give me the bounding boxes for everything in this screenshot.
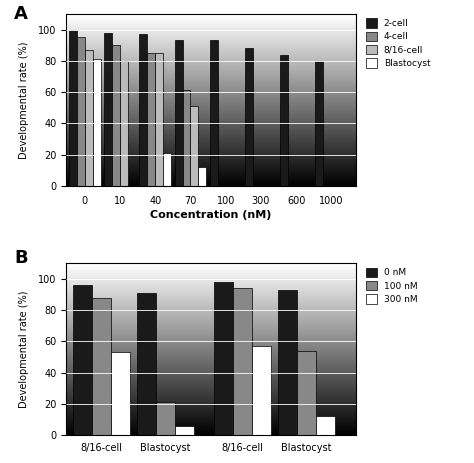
Y-axis label: Developmental rate (%): Developmental rate (%)	[19, 41, 29, 159]
Bar	[316, 416, 335, 435]
Legend: 0 nM, 100 nM, 300 nM: 0 nM, 100 nM, 300 nM	[366, 268, 418, 304]
Bar	[92, 298, 111, 435]
Bar	[104, 33, 112, 186]
Bar	[280, 55, 288, 186]
Bar	[182, 90, 191, 186]
Bar	[137, 293, 156, 435]
Bar	[85, 50, 93, 186]
Bar	[210, 40, 218, 186]
Bar	[163, 153, 171, 186]
Bar	[139, 34, 147, 186]
Bar	[297, 351, 316, 435]
Bar	[112, 45, 120, 186]
Bar	[191, 106, 199, 186]
Bar	[155, 53, 163, 186]
X-axis label: Concentration (nM): Concentration (nM)	[150, 210, 272, 220]
Bar	[111, 352, 130, 435]
Text: B: B	[14, 250, 28, 268]
Bar	[233, 288, 252, 435]
Bar	[120, 61, 128, 186]
Bar	[252, 346, 271, 435]
Bar	[73, 285, 92, 435]
Bar	[316, 61, 323, 186]
Bar	[245, 48, 253, 186]
Y-axis label: Developmental rate (%): Developmental rate (%)	[19, 290, 29, 408]
Text: A: A	[14, 5, 28, 23]
Bar	[93, 59, 100, 186]
Bar	[278, 290, 297, 435]
Bar	[69, 30, 77, 186]
Bar	[175, 426, 194, 435]
Bar	[214, 282, 233, 435]
Bar	[77, 38, 85, 186]
Bar	[156, 402, 175, 435]
Bar	[147, 53, 155, 186]
Bar	[174, 40, 182, 186]
Bar	[199, 167, 206, 186]
Legend: 2-cell, 4-cell, 8/16-cell, Blastocyst: 2-cell, 4-cell, 8/16-cell, Blastocyst	[366, 19, 430, 68]
